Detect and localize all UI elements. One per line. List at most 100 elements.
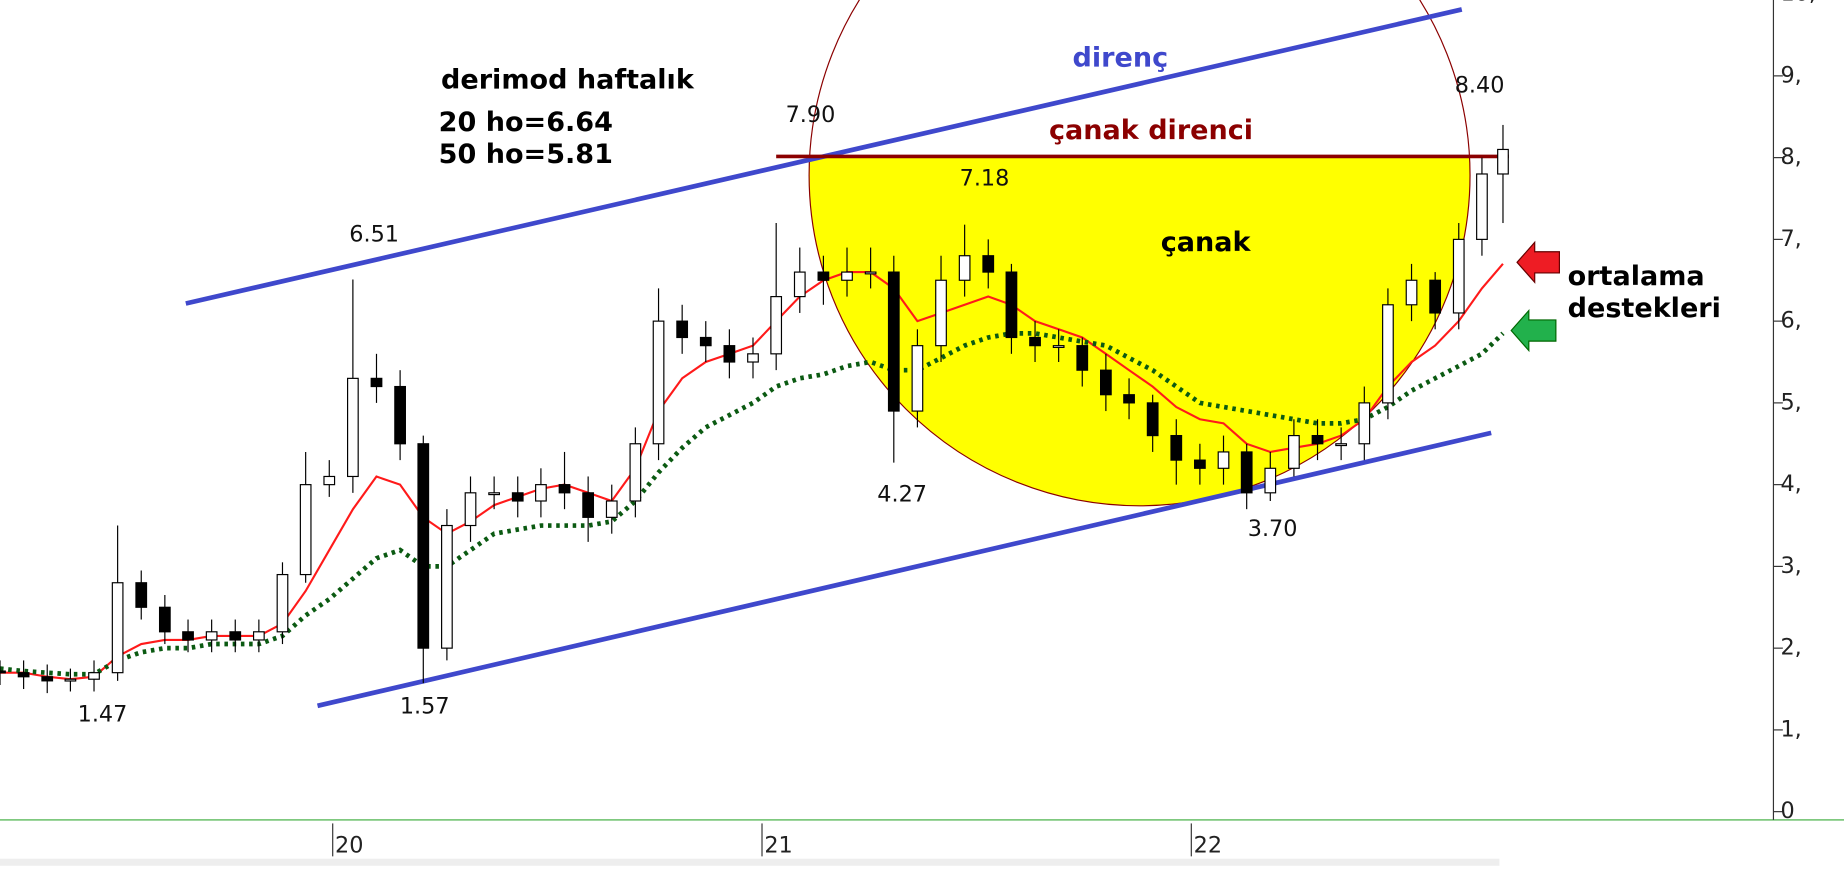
cup-outline [808, 0, 1471, 507]
candle-body [535, 484, 547, 502]
candle-body [488, 492, 501, 496]
x-tick-label: 22 [1194, 832, 1222, 858]
candle-body [1005, 271, 1018, 339]
candle-body [1194, 459, 1206, 469]
candle-body [1029, 336, 1041, 347]
candle-body [676, 320, 689, 339]
candle-body [17, 672, 30, 678]
candle-body [417, 443, 430, 649]
candle-body [1146, 402, 1159, 437]
candle-body [370, 377, 383, 388]
y-tick-label: 7, [1780, 226, 1801, 252]
candle-body [1382, 304, 1394, 404]
candle-body [1335, 443, 1348, 447]
candle-body [1240, 451, 1253, 494]
y-tick-label: 3, [1780, 553, 1801, 579]
candle-body [958, 255, 971, 281]
candle-body [1288, 435, 1300, 469]
red-arrow [1516, 240, 1560, 284]
moving-average [0, 331, 1505, 677]
candle-body [1429, 279, 1442, 314]
candle-body [605, 500, 618, 518]
candle-body [0, 670, 6, 674]
candle-body [182, 631, 194, 641]
candle-body [41, 676, 54, 682]
price-label: 1.57 [400, 693, 450, 719]
y-tick-label: 4, [1780, 471, 1801, 497]
candle-body [1123, 394, 1135, 404]
candle-body [276, 573, 289, 633]
y-tick-label: 2, [1780, 635, 1801, 661]
candle-body [793, 271, 806, 298]
y-tick-label: 5, [1780, 389, 1801, 415]
candle-body [558, 484, 571, 494]
price-label: 6.51 [349, 222, 399, 248]
candle-body [1264, 467, 1277, 494]
x-tick-label: 21 [764, 832, 792, 858]
candle-body [699, 336, 712, 347]
price-label: 8.40 [1455, 72, 1505, 98]
candle-body [1052, 345, 1065, 349]
candle-body [1358, 402, 1371, 445]
candle-body [629, 443, 642, 502]
candle-body [1076, 345, 1089, 371]
candle-body [511, 492, 524, 502]
candle-body [88, 672, 100, 680]
candle-body [1217, 451, 1230, 469]
price-label: 7.90 [786, 102, 836, 128]
support-label: ortalama [1568, 261, 1705, 292]
price-label: 1.47 [78, 702, 128, 728]
cup-label: çanak [1161, 227, 1252, 258]
candle-body [841, 271, 853, 281]
price-label: 3.70 [1248, 516, 1298, 542]
price-label: 7.18 [960, 165, 1010, 191]
support-trendline [316, 430, 1492, 709]
candle-body [1476, 173, 1488, 240]
chart-title: derimod haftalık [441, 65, 695, 96]
y-tick-label: 10, [1780, 0, 1816, 7]
candle-body [135, 582, 148, 608]
candle-body [252, 631, 265, 641]
ma50-note: 50 ho=5.81 [439, 139, 613, 170]
plot [0, 124, 1509, 694]
candle-body [158, 606, 171, 633]
ma20-note: 20 ho=6.64 [439, 107, 613, 138]
candle-body [441, 524, 453, 649]
candle-body [817, 271, 830, 281]
candle-body [64, 678, 77, 682]
candle-body [1099, 369, 1112, 396]
candle-body [1311, 435, 1324, 445]
candle-body [464, 492, 477, 527]
candle-body [887, 271, 900, 412]
candle-body [1405, 279, 1418, 306]
candle-body [770, 296, 783, 355]
candle-body [864, 271, 877, 275]
resistance-label: direnç [1073, 42, 1169, 73]
candle-body [723, 345, 736, 363]
candle-body [652, 320, 665, 445]
candle-body [394, 385, 406, 445]
y-tick-label: 9, [1780, 62, 1801, 88]
candle-body [323, 475, 336, 486]
candle-body [1497, 148, 1509, 175]
green-arrow [1510, 308, 1557, 353]
scrollbar [0, 858, 1500, 866]
candle-body [911, 345, 924, 412]
y-tick-label: 6, [1780, 308, 1801, 334]
candle-body [935, 279, 947, 347]
candle-body [982, 255, 995, 273]
candle-body [111, 582, 124, 674]
candle-body [747, 353, 759, 363]
cup-resistance-label: çanak direnci [1049, 115, 1253, 146]
price-label: 4.27 [877, 482, 927, 508]
candle-body [299, 484, 312, 576]
candle-body [582, 492, 595, 518]
y-tick-label: 1, [1780, 716, 1801, 742]
cup-fill [809, 156, 1470, 506]
candle-body [1170, 435, 1183, 461]
support-label: destekleri [1568, 293, 1721, 324]
candle-body [1452, 238, 1465, 314]
x-tick-label: 20 [335, 832, 363, 858]
